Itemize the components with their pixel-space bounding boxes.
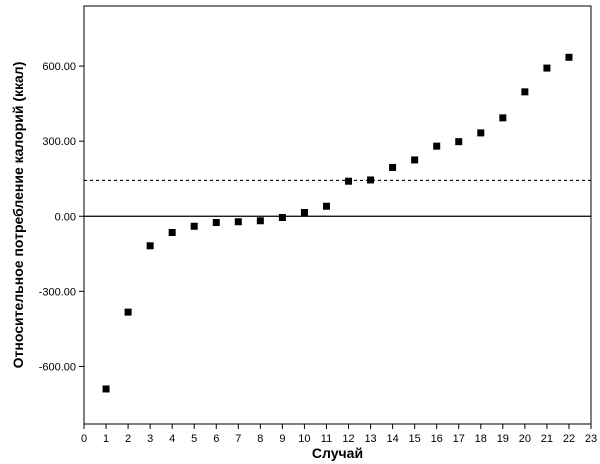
y-tick-label: -300.00	[39, 286, 76, 298]
data-point	[278, 214, 286, 222]
x-tick-label: 18	[475, 433, 487, 445]
x-tick-label: 14	[386, 433, 398, 445]
data-point	[212, 219, 220, 227]
x-tick-label: 23	[585, 433, 597, 445]
data-point	[234, 218, 242, 226]
data-point	[367, 176, 375, 184]
x-tick-label: 7	[235, 433, 241, 445]
x-axis-title: Случай	[312, 445, 363, 461]
y-axis-title: Относительное потребление калорий (ккал)	[10, 62, 26, 369]
data-point	[543, 64, 551, 72]
x-tick-label: 0	[81, 433, 87, 445]
x-tick-label: 17	[453, 433, 465, 445]
x-tick-label: 5	[191, 433, 197, 445]
x-axis-ticks: 0 1 2 3 4 5 6 7 8 9 10 11 12 13 14 15 16 17 18 19 20 21 22 23	[81, 424, 597, 445]
data-point	[168, 229, 176, 237]
x-tick-label: 13	[364, 433, 376, 445]
data-point	[389, 163, 397, 171]
data-points	[102, 53, 573, 393]
plot-frame	[83, 5, 592, 425]
data-point	[102, 385, 110, 393]
data-point	[565, 53, 573, 61]
data-point	[300, 208, 308, 216]
x-tick-label: 4	[169, 433, 175, 445]
data-point	[455, 138, 463, 146]
x-tick-label: 22	[563, 433, 575, 445]
x-tick-label: 15	[409, 433, 421, 445]
data-point	[322, 202, 330, 210]
data-point	[499, 114, 507, 122]
data-point	[433, 142, 441, 150]
data-point	[146, 242, 154, 250]
reference-lines	[84, 179, 591, 217]
x-tick-label: 6	[213, 433, 219, 445]
data-point	[124, 308, 132, 316]
y-tick-label: 600.00	[42, 61, 76, 73]
x-tick-label: 3	[147, 433, 153, 445]
x-tick-label: 11	[321, 433, 332, 445]
x-tick-label: 20	[519, 433, 531, 445]
x-tick-label: 2	[125, 433, 131, 445]
data-point	[411, 156, 419, 164]
data-point	[521, 88, 529, 96]
x-tick-label: 8	[257, 433, 263, 445]
y-tick-label: 300.00	[42, 136, 76, 148]
x-tick-label: 1	[103, 433, 109, 445]
y-axis-ticks: -600.00 -300.00 0.00 300.00 600.00	[39, 61, 84, 373]
data-point	[477, 129, 485, 137]
x-tick-label: 9	[279, 433, 285, 445]
x-tick-label: 10	[298, 433, 310, 445]
data-point	[190, 222, 198, 230]
data-point	[256, 217, 264, 225]
x-tick-label: 16	[431, 433, 443, 445]
x-tick-label: 21	[541, 433, 553, 445]
plot-area	[83, 5, 592, 425]
x-tick-label: 19	[497, 433, 509, 445]
y-tick-label: 0.00	[55, 211, 76, 223]
data-point	[345, 177, 353, 185]
x-tick-label: 12	[342, 433, 354, 445]
y-tick-label: -600.00	[39, 361, 76, 373]
